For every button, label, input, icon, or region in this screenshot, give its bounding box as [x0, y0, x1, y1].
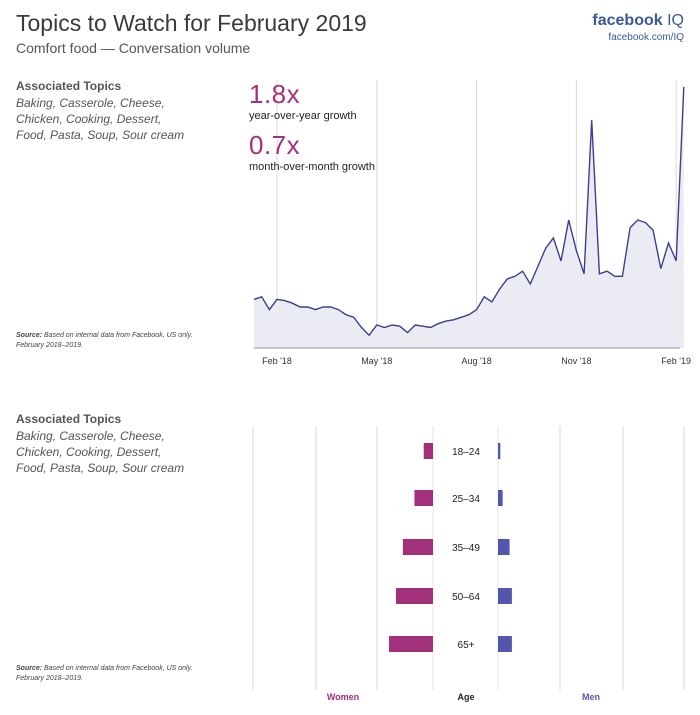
bar-men	[498, 636, 512, 652]
bar-women	[389, 636, 433, 652]
topics-list: Baking, Casserole, Cheese, Chicken, Cook…	[16, 429, 185, 475]
topics-block-top: Associated Topics Baking, Casserole, Che…	[16, 79, 186, 143]
x-tick-label: Aug '18	[461, 356, 491, 366]
source-label: Source:	[16, 665, 43, 672]
x-tick-label: Feb '19	[661, 356, 691, 366]
yoy-label: year-over-year growth	[249, 110, 357, 122]
page-subtitle: Comfort food — Conversation volume	[16, 40, 251, 56]
brand-url[interactable]: facebook.com/IQ	[608, 32, 684, 43]
age-gender-chart: 18–24 25–34 35–49 50–64 65+ Women Age Men	[252, 426, 685, 702]
legend-men: Men	[582, 692, 600, 702]
legend-age: Age	[457, 692, 474, 702]
topics-list: Baking, Casserole, Cheese, Chicken, Cook…	[16, 96, 185, 142]
x-tick-label: Nov '18	[561, 356, 591, 366]
bar-women	[402, 539, 433, 555]
line-chart: Feb '18 May '18 Aug '18 Nov '18 Feb '19	[253, 80, 691, 366]
age-category-label: 18–24	[452, 447, 480, 458]
age-category-label: 35–49	[452, 543, 480, 554]
area-fill	[254, 86, 684, 349]
mom-label: month-over-month growth	[249, 161, 375, 173]
source-text: Based on internal data from Facebook, US…	[16, 332, 193, 349]
source-note-top: Source: Based on internal data from Face…	[16, 331, 206, 351]
topics-heading: Associated Topics	[16, 79, 122, 93]
brand-name: facebook	[592, 12, 663, 29]
source-label: Source:	[16, 332, 43, 339]
bar-women	[395, 588, 433, 604]
x-tick-label: Feb '18	[262, 356, 292, 366]
bar-women	[414, 490, 433, 506]
bar-men	[498, 539, 510, 555]
topics-block-bottom: Associated Topics Baking, Casserole, Che…	[16, 412, 186, 476]
stats-block: 1.8x year-over-year growth 0.7x month-ov…	[249, 79, 375, 173]
bar-women	[423, 443, 433, 459]
brand-logo[interactable]: facebook IQ facebook.com/IQ	[592, 12, 684, 43]
source-note-bottom: Source: Based on internal data from Face…	[16, 664, 206, 684]
age-category-label: 25–34	[452, 494, 480, 505]
mom-value: 0.7x	[249, 130, 301, 160]
series-line	[253, 86, 685, 337]
bar-men	[498, 490, 503, 506]
age-category-label: 50–64	[452, 592, 480, 603]
page-title: Topics to Watch for February 2019	[16, 10, 367, 36]
legend-women: Women	[327, 692, 359, 702]
brand-suffix: IQ	[667, 12, 684, 29]
brand-wordmark: facebook IQ	[592, 12, 684, 30]
age-category-label: 65+	[458, 640, 475, 651]
yoy-value: 1.8x	[249, 79, 301, 109]
topics-heading: Associated Topics	[16, 412, 122, 426]
source-text: Based on internal data from Facebook, US…	[16, 665, 193, 682]
bar-men	[498, 443, 501, 459]
x-tick-label: May '18	[361, 356, 392, 366]
bar-men	[498, 588, 512, 604]
